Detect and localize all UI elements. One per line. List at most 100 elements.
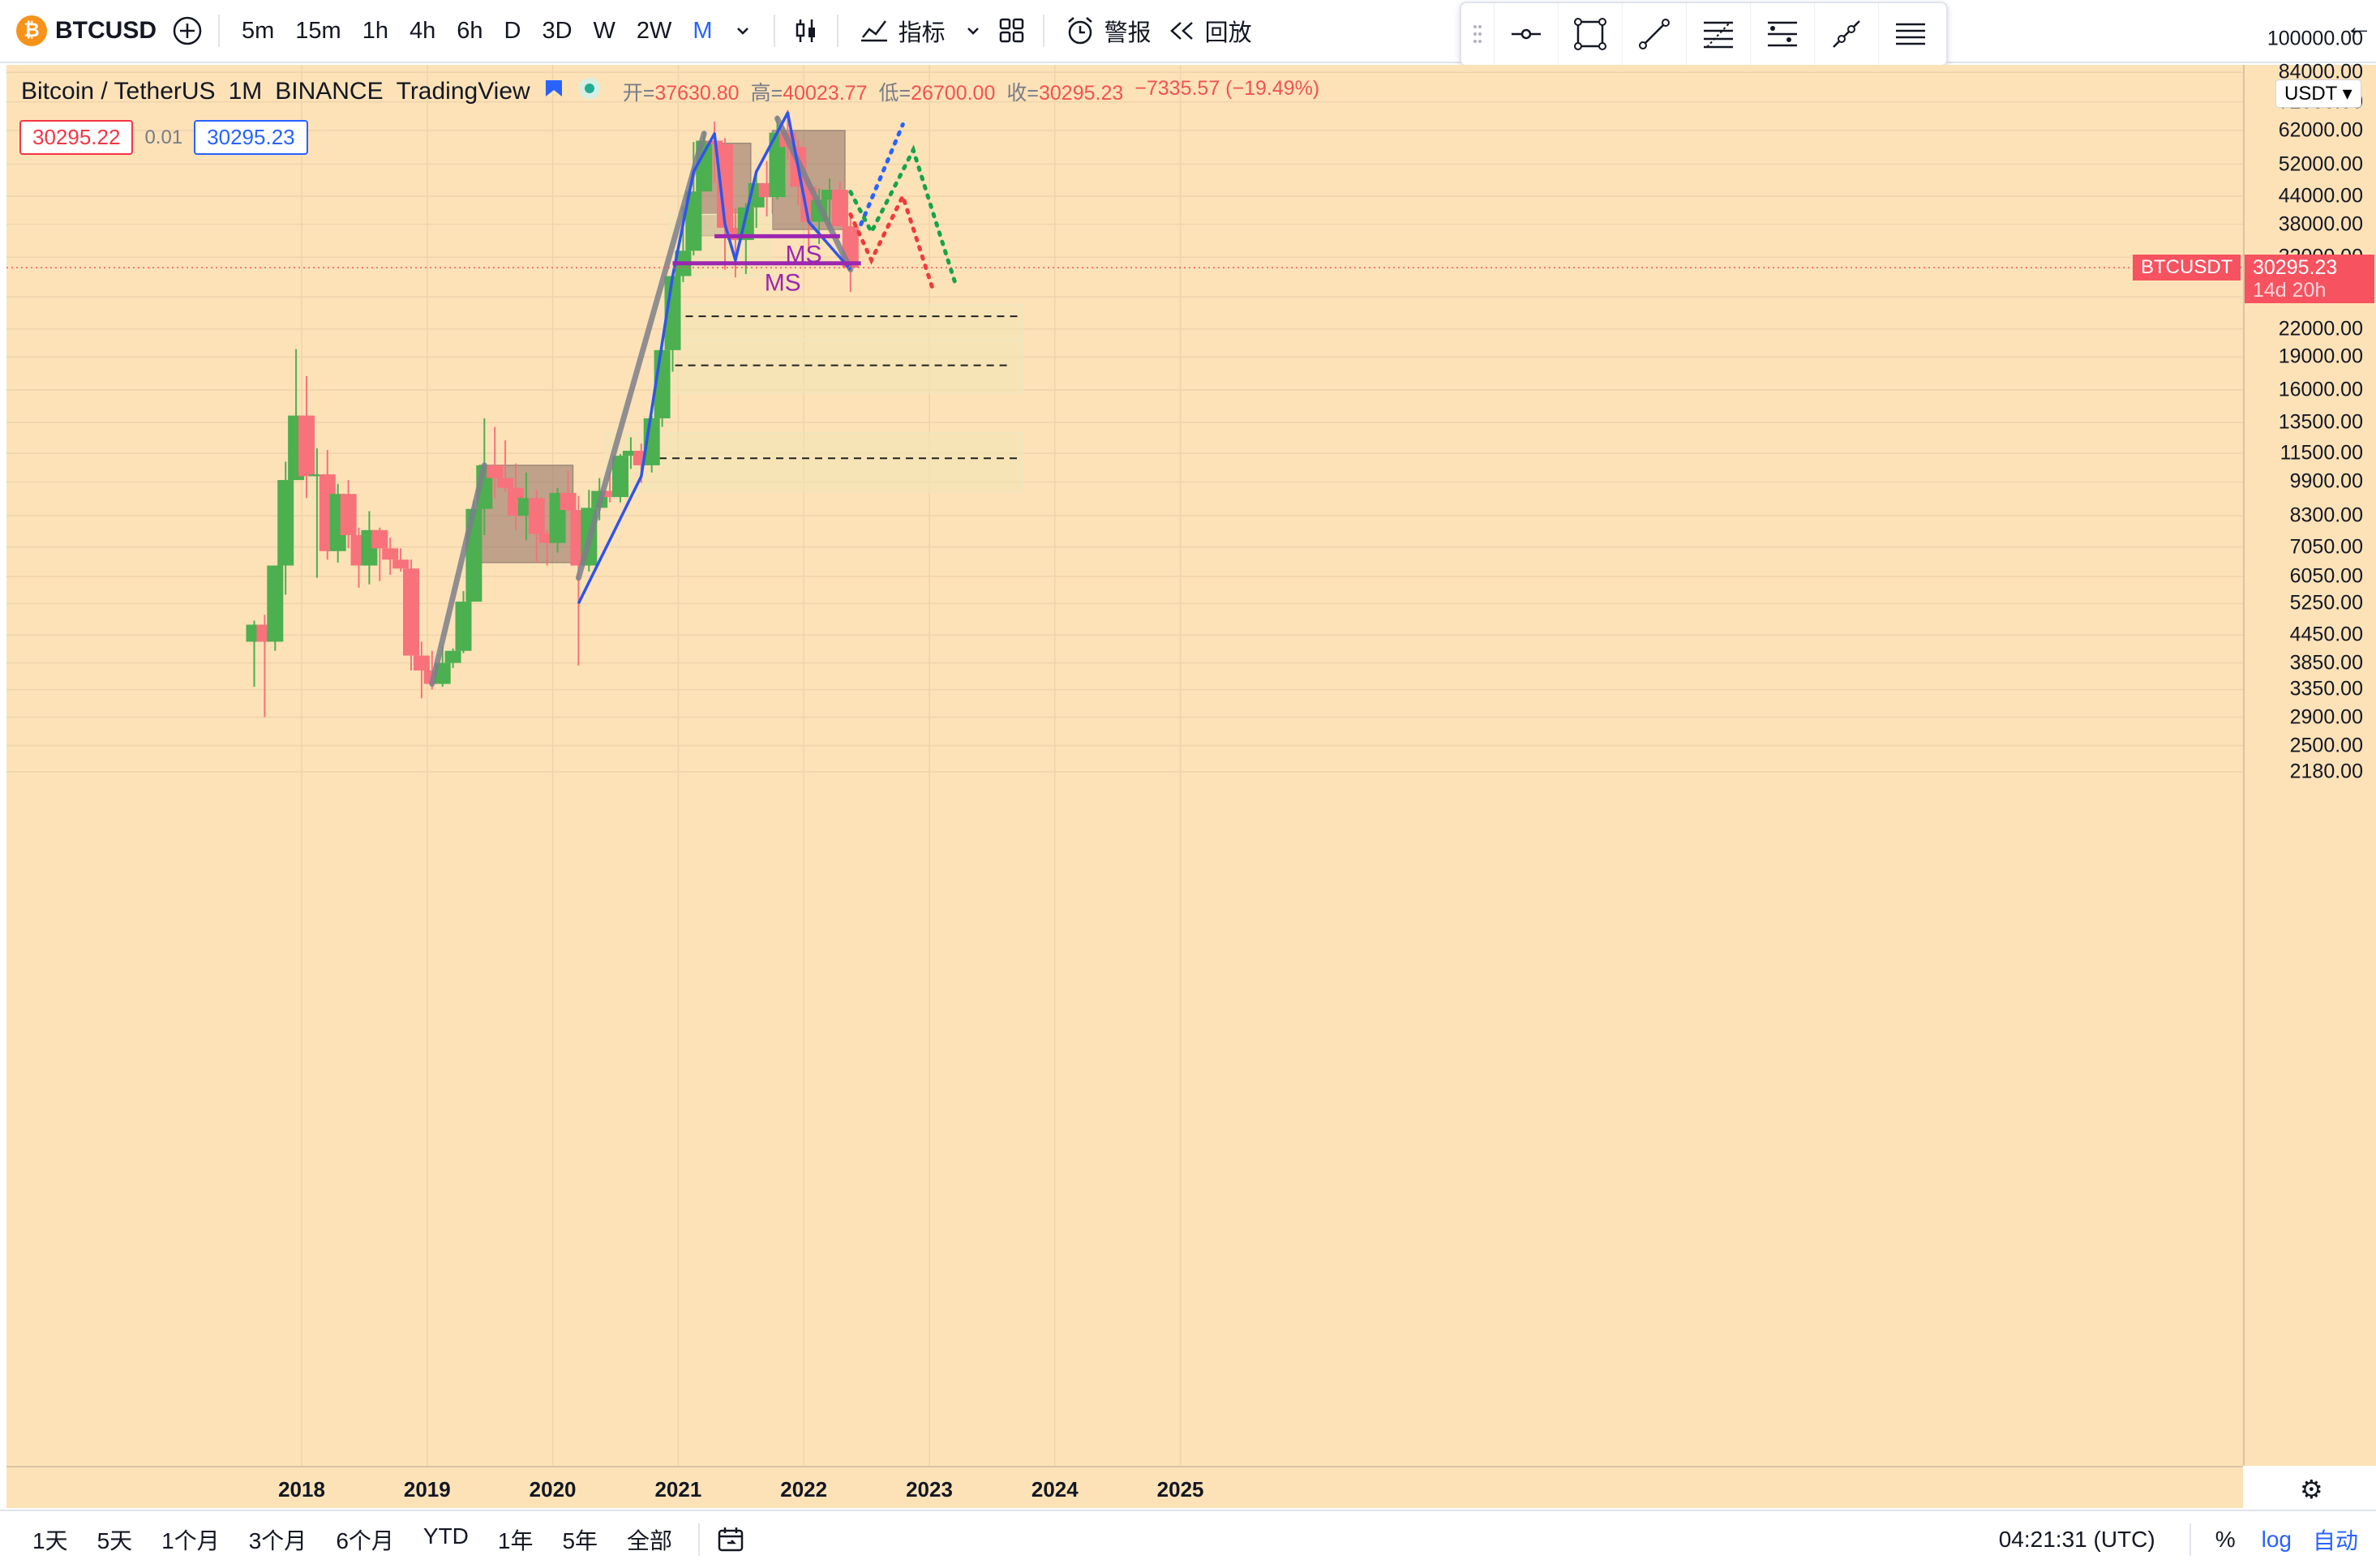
time-tick-label: 2024 bbox=[1031, 1477, 1079, 1502]
indicators-label: 指标 bbox=[898, 20, 946, 46]
chevron-down-icon[interactable] bbox=[723, 11, 762, 50]
candle-body bbox=[403, 568, 419, 656]
interval-5m[interactable]: 5m bbox=[242, 17, 275, 44]
price-tick-label: 6050.00 bbox=[2289, 564, 2363, 588]
interval-m[interactable]: M bbox=[693, 17, 713, 44]
ray-tool-icon[interactable] bbox=[1814, 3, 1878, 65]
high-value: 40023.77 bbox=[783, 82, 868, 105]
ms-label: MS bbox=[786, 241, 822, 268]
bitcoin-logo-icon: ₿ bbox=[16, 15, 47, 46]
price-zone bbox=[604, 431, 1023, 493]
buy-price-button[interactable]: 30295.23 bbox=[194, 120, 308, 155]
fib-extension-tool-icon[interactable] bbox=[1750, 3, 1814, 65]
high-key: 高= bbox=[750, 82, 783, 105]
candlestick-icon[interactable] bbox=[787, 11, 826, 50]
interval-2w[interactable]: 2W bbox=[636, 17, 672, 44]
alarm-clock-icon bbox=[1067, 17, 1092, 45]
price-tick-label: 62000.00 bbox=[2278, 118, 2363, 142]
chevron-down-icon[interactable] bbox=[954, 11, 993, 50]
bid-ask-row: 30295.22 0.01 30295.23 bbox=[19, 120, 308, 155]
date-range-icon[interactable] bbox=[711, 1520, 750, 1559]
price-tick-label: 22000.00 bbox=[2278, 317, 2363, 341]
price-tick-label: 16000.00 bbox=[2278, 378, 2363, 401]
interval-w[interactable]: W bbox=[593, 17, 615, 44]
projection-path bbox=[859, 122, 905, 227]
indicators-icon bbox=[860, 20, 887, 42]
top-toolbar: ₿ BTCUSD 5m 15m 1h 4h 6h D 3D W 2W M 指标 警报 bbox=[0, 0, 2376, 63]
divider bbox=[1042, 15, 1044, 47]
indicators-button[interactable]: 指标 bbox=[850, 14, 954, 48]
layout-grid-icon[interactable] bbox=[993, 11, 1031, 50]
currency-unit-label: USDT bbox=[2284, 83, 2337, 105]
auto-toggle[interactable]: 自动 bbox=[2312, 1528, 2358, 1553]
candle-body bbox=[487, 465, 504, 478]
projection-path bbox=[848, 144, 958, 285]
time-tick-label: 2018 bbox=[278, 1477, 325, 1502]
current-symbol-tag: BTCUSDT bbox=[2133, 255, 2241, 281]
range-button[interactable]: 1天 bbox=[32, 1528, 68, 1553]
price-tick-label: 13500.00 bbox=[2278, 410, 2363, 434]
price-tick-label: 44000.00 bbox=[2278, 184, 2363, 208]
interval-d[interactable]: D bbox=[504, 17, 521, 44]
price-tick-label: 4450.00 bbox=[2289, 623, 2363, 646]
horizontal-line-tool-icon[interactable] bbox=[1494, 3, 1558, 65]
range-button[interactable]: 5天 bbox=[96, 1528, 133, 1553]
current-price-tag: 30295.23 14d 20h bbox=[2245, 255, 2374, 304]
range-button[interactable]: 1个月 bbox=[161, 1528, 220, 1553]
interval-4h[interactable]: 4h bbox=[409, 17, 436, 44]
alert-label: 警报 bbox=[1104, 20, 1152, 46]
time-axis[interactable]: 2018 2019 2020 2021 2022 2023 2024 2025 bbox=[6, 1466, 2243, 1508]
sell-price-button[interactable]: 30295.22 bbox=[19, 120, 134, 155]
candle-body bbox=[528, 498, 545, 534]
candle-body bbox=[560, 492, 577, 511]
rectangle-tool-icon[interactable] bbox=[1558, 3, 1622, 65]
candle-body bbox=[340, 494, 357, 536]
price-tick-label: 2900.00 bbox=[2289, 705, 2363, 729]
chart-pane[interactable]: MS MS bbox=[6, 38, 2243, 1466]
interval-3d[interactable]: 3D bbox=[542, 17, 573, 44]
low-value: 26700.00 bbox=[911, 82, 996, 105]
settings-gear-icon[interactable]: ⚙ bbox=[2300, 1475, 2323, 1504]
fib-retracement-tool-icon[interactable] bbox=[1686, 3, 1750, 65]
market-status-icon[interactable] bbox=[577, 76, 602, 107]
range-button[interactable]: 全部 bbox=[627, 1528, 673, 1553]
percent-toggle[interactable]: % bbox=[2215, 1527, 2236, 1552]
interval-6h[interactable]: 6h bbox=[457, 17, 483, 44]
log-toggle[interactable]: log bbox=[2261, 1527, 2292, 1552]
symbol-selector[interactable]: ₿ BTCUSD bbox=[16, 15, 157, 46]
time-tick-label: 2019 bbox=[403, 1477, 451, 1502]
replay-button[interactable]: 回放 bbox=[1160, 14, 1260, 48]
interval-1h[interactable]: 1h bbox=[362, 17, 388, 44]
candle-body bbox=[277, 480, 294, 566]
clock-display[interactable]: 04:21:31 (UTC) bbox=[1998, 1527, 2155, 1552]
currency-unit-select[interactable]: USDT ▾ bbox=[2275, 79, 2361, 108]
price-tick-label: 9900.00 bbox=[2289, 469, 2363, 493]
current-price-value: 30295.23 bbox=[2253, 256, 2338, 280]
divider bbox=[2189, 1523, 2191, 1556]
divider bbox=[218, 15, 220, 47]
range-button[interactable]: 1年 bbox=[497, 1528, 534, 1553]
trend-line-tool-icon[interactable] bbox=[1622, 3, 1686, 65]
candle-body bbox=[455, 602, 472, 651]
compare-add-icon[interactable] bbox=[168, 11, 207, 50]
legend-source: TradingView bbox=[396, 78, 530, 105]
range-button[interactable]: 3个月 bbox=[248, 1528, 307, 1553]
alert-button[interactable]: 警报 bbox=[1056, 14, 1160, 48]
candle-body bbox=[685, 191, 702, 251]
range-button[interactable]: 5年 bbox=[562, 1528, 598, 1553]
candle-body bbox=[392, 559, 410, 569]
candle-body bbox=[298, 415, 315, 477]
range-button[interactable]: 6个月 bbox=[336, 1528, 394, 1553]
legend-interval: 1M bbox=[228, 78, 263, 105]
low-key: 低= bbox=[878, 82, 911, 105]
menu-lines-icon[interactable] bbox=[1878, 3, 1942, 65]
ohlc-values: 开=37630.80 高=40023.77 低=26700.00 收=30295… bbox=[623, 77, 1320, 106]
collapse-arrow-icon[interactable]: ← bbox=[2345, 11, 2373, 42]
range-buttons: 1天 5天 1个月 3个月 6个月 YTD 1年 5年 全部 bbox=[18, 1523, 687, 1556]
spread-value: 0.01 bbox=[144, 126, 183, 148]
projection-path bbox=[848, 191, 937, 296]
interval-15m[interactable]: 15m bbox=[295, 17, 341, 44]
drag-handle-icon[interactable] bbox=[1461, 3, 1494, 65]
range-button[interactable]: YTD bbox=[422, 1523, 469, 1549]
